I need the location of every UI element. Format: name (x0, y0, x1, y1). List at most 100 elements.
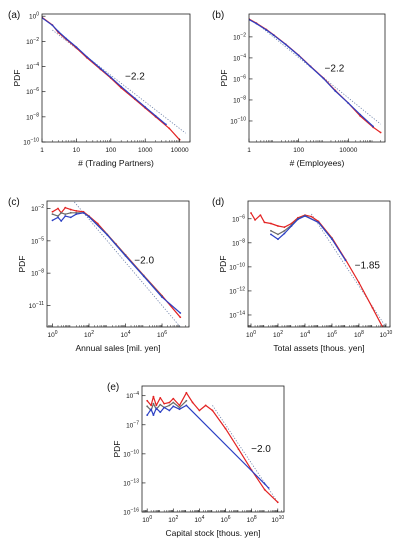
data-point-blue (161, 296, 163, 298)
series-line-red (52, 207, 181, 318)
y-tick-label: 10−2 (26, 37, 39, 46)
data-point-blue (272, 34, 275, 37)
x-tick-label: 1010 (271, 515, 284, 524)
data-point-blue (57, 216, 59, 219)
data-point-red (51, 210, 54, 213)
panel-label: (d) (212, 197, 224, 208)
series-line-blue (146, 404, 270, 489)
data-point-gray (152, 402, 155, 405)
data-point-blue (150, 408, 153, 411)
data-point-red (211, 409, 214, 412)
data-point-blue (64, 215, 67, 217)
x-tick-label: 102 (273, 330, 283, 339)
data-point-red (155, 404, 158, 407)
y-tick-label: 10−5 (31, 236, 44, 245)
series-line-red (42, 16, 181, 141)
y-tick-label: 10−10 (230, 116, 246, 125)
data-point-blue (284, 43, 287, 46)
y-tick-label: 10−8 (26, 112, 39, 121)
x-axis-label: Total assets [thous. yen] (273, 343, 364, 353)
x-tick-label: 100 (142, 515, 152, 524)
x-tick-label: 10000 (339, 147, 357, 154)
x-tick-label: 1000 (138, 147, 153, 154)
y-axis-label: PDF (219, 70, 229, 87)
reference-line (52, 29, 186, 134)
data-point-gray (51, 213, 54, 216)
data-point-blue (57, 30, 60, 33)
data-point-red (379, 131, 382, 134)
data-point-blue (106, 234, 109, 236)
data-point-blue (154, 114, 157, 117)
x-tick-label: 100 (105, 147, 116, 154)
data-point-red (283, 226, 286, 229)
data-point-red (178, 404, 181, 407)
x-axis-label: Capital stock [thous. yen] (166, 528, 261, 538)
x-tick-label: 1 (40, 147, 44, 154)
data-point-gray (64, 213, 67, 216)
data-point-blue (344, 259, 347, 262)
y-tick-label: 10−6 (232, 214, 245, 223)
y-tick-label: 10−16 (123, 508, 139, 517)
data-point-blue (179, 312, 182, 314)
x-tick-label: 102 (168, 515, 178, 524)
x-tick-label: 10000 (171, 147, 189, 154)
series-line-gray (146, 400, 187, 412)
data-point-blue (144, 106, 147, 108)
data-point-blue (69, 216, 72, 219)
panel-e: (e) 100 102 104 106 108 1010 10−4 10−7 10−10 10−13… (107, 382, 285, 538)
data-point-red (250, 212, 252, 214)
data-point-blue (283, 232, 286, 235)
data-point-gray (57, 215, 59, 217)
x-tick-label: 106 (157, 330, 167, 339)
y-tick-label: 10−14 (229, 310, 245, 319)
data-point-gray (172, 401, 175, 404)
y-tick-label: 100 (29, 12, 39, 21)
x-axis-label: Annual sales [mil. yen] (75, 343, 160, 353)
series-line-blue (270, 215, 347, 261)
data-point-red (150, 404, 153, 407)
data-point-red (152, 395, 155, 398)
data-point-blue (290, 225, 293, 227)
data-point-red (172, 397, 175, 400)
y-tick-label: 10−12 (229, 286, 245, 295)
series-line-blue (52, 212, 181, 314)
data-point-blue (60, 220, 63, 222)
data-point-red (69, 208, 72, 211)
data-point-blue (331, 238, 333, 241)
data-point-red (371, 306, 374, 309)
data-point-gray (270, 229, 272, 232)
data-point-red (159, 396, 162, 399)
y-tick-label: 10−6 (26, 87, 39, 96)
x-tick-label: 104 (194, 515, 204, 524)
x-axis-label: # (Employees) (290, 158, 345, 168)
reference-line (311, 213, 387, 327)
x-tick-label: 106 (221, 515, 231, 524)
data-point-gray (185, 399, 188, 402)
data-point-blue (172, 405, 175, 408)
data-point-blue (372, 125, 375, 128)
y-tick-label: 10−8 (233, 95, 246, 104)
data-point-gray (168, 404, 171, 407)
y-tick-label: 10−6 (233, 74, 246, 83)
data-point-blue (159, 411, 162, 414)
data-point-blue (263, 482, 266, 485)
data-point-blue (124, 254, 127, 257)
x-tick-label: 1 (247, 147, 251, 154)
data-point-blue (265, 29, 268, 31)
data-point-red (276, 501, 279, 504)
y-tick-label: 10−8 (232, 238, 245, 247)
data-point-red (204, 404, 207, 407)
data-point-red (263, 488, 266, 491)
data-point-red (310, 215, 313, 218)
panel-label: (b) (212, 10, 224, 21)
y-tick-label: 10−7 (126, 420, 139, 429)
x-tick-label: 100 (293, 147, 304, 154)
data-point-blue (51, 24, 54, 27)
data-point-blue (155, 407, 158, 410)
y-axis-label: PDF (218, 256, 228, 273)
data-point-blue (85, 55, 88, 58)
y-tick-label: 10−10 (123, 449, 139, 458)
data-point-red (270, 222, 272, 225)
slope-label: −1.85 (355, 260, 381, 271)
